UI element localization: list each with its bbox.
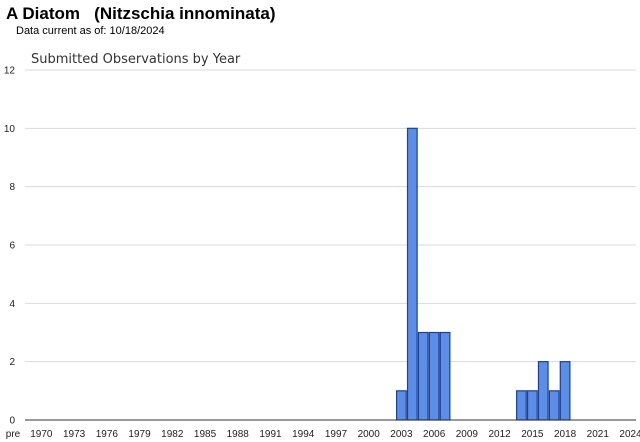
bar xyxy=(516,390,527,421)
x-tick-label: 1976 xyxy=(96,429,119,440)
y-tick-label: 10 xyxy=(4,124,16,135)
data-current-date: Data current as of: 10/18/2024 xyxy=(16,25,165,37)
x-axis-labels: pre 1970 1973 1976 1979 1982 1985 1988 1991 1994 1… xyxy=(6,429,640,440)
bar xyxy=(439,331,451,421)
x-tick-label: 1994 xyxy=(292,429,315,440)
y-tick-label: 6 xyxy=(9,241,15,252)
x-tick-label: 1973 xyxy=(63,429,86,440)
x-tick-label: 1997 xyxy=(325,429,348,440)
x-tick-label: 2009 xyxy=(456,429,479,440)
x-tick-label: 1970 xyxy=(30,429,53,440)
chart-title: Submitted Observations by Year xyxy=(31,52,241,67)
bar xyxy=(396,390,407,421)
y-tick-label: 0 xyxy=(9,416,15,427)
x-tick-label: 2015 xyxy=(521,429,544,440)
x-tick-label: 1979 xyxy=(128,429,151,440)
x-tick-label: 2012 xyxy=(488,429,511,440)
x-tick-label: 1982 xyxy=(161,429,184,440)
x-tick-label: 2021 xyxy=(587,429,610,440)
x-tick-label: 2024 xyxy=(619,429,640,440)
x-tick-label: 1991 xyxy=(259,429,282,440)
y-tick-label: 8 xyxy=(9,182,15,193)
x-tick-label: 2000 xyxy=(358,429,381,440)
page-header: A Diatom (Nitzschia innominata) Data cur… xyxy=(6,4,276,38)
bar xyxy=(559,361,571,421)
x-tick-label: 1985 xyxy=(194,429,217,440)
bar xyxy=(428,331,440,421)
bar xyxy=(548,390,560,421)
page-title: A Diatom (Nitzschia innominata) xyxy=(6,4,276,23)
bar xyxy=(537,361,549,421)
x-tick-label: 1988 xyxy=(227,429,250,440)
y-tick-label: 12 xyxy=(4,66,16,77)
x-tick-label: 2018 xyxy=(554,429,577,440)
y-axis-labels: 0 2 4 6 8 10 12 xyxy=(4,66,16,427)
bars xyxy=(396,127,571,421)
grid-lines xyxy=(25,69,636,363)
y-tick-label: 2 xyxy=(9,357,15,368)
bar xyxy=(417,331,429,421)
bar xyxy=(526,390,538,421)
x-tick-label: 2006 xyxy=(423,429,446,440)
y-tick-label: 4 xyxy=(9,299,15,310)
bar xyxy=(406,127,418,421)
x-tick-label: pre xyxy=(6,429,21,440)
x-tick-label: 2003 xyxy=(390,429,413,440)
